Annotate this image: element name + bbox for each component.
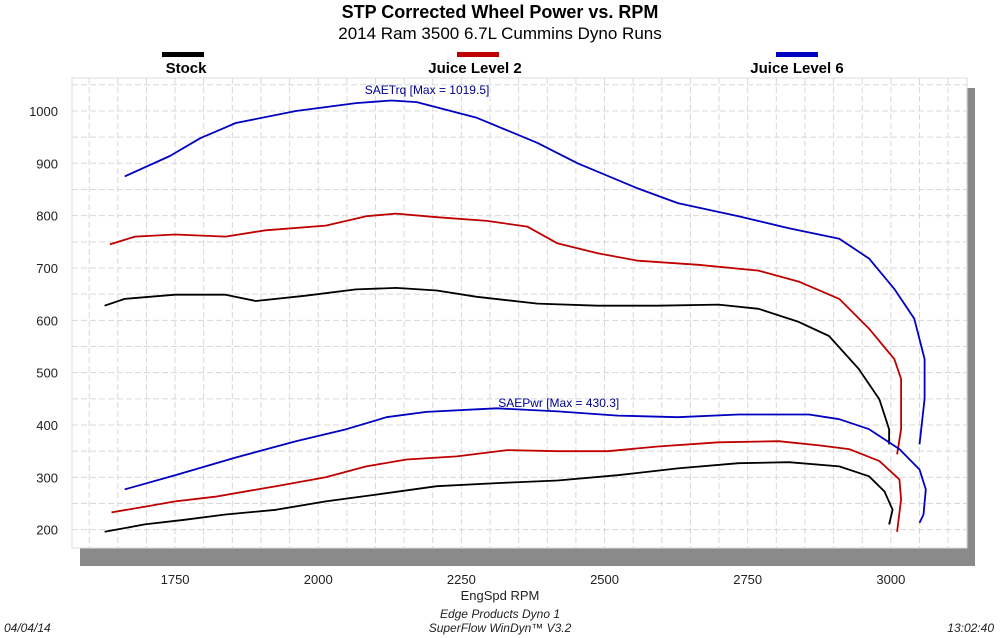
y-tick-label: 500 <box>36 366 58 381</box>
series-line-juice-level-2-saepwr <box>111 440 902 532</box>
y-tick-label: 200 <box>36 523 58 538</box>
x-tick-label: 3000 <box>876 572 905 587</box>
x-tick-label: 1750 <box>161 572 190 587</box>
footer-date: 04/04/14 <box>4 621 51 635</box>
y-tick-label: 600 <box>36 313 58 328</box>
series-line-stock-saepwr <box>104 461 894 533</box>
y-tick-label: 900 <box>36 156 58 171</box>
legend-swatch-juice-6 <box>776 52 818 57</box>
footer-dyno-name: Edge Products Dyno 1 <box>439 607 561 621</box>
x-tick-label: 2500 <box>590 572 619 587</box>
annotation-max: SAEPwr [Max = 430.3] <box>498 396 619 410</box>
y-tick-label: 400 <box>36 418 58 433</box>
footer-software: SuperFlow WinDyn™ V3.2 <box>428 621 572 635</box>
chart-subtitle: 2014 Ram 3500 6.7L Cummins Dyno Runs <box>338 24 662 43</box>
series-line-juice-level-6-saetrq <box>124 99 926 445</box>
y-tick-label: 800 <box>36 209 58 224</box>
plot-area <box>71 77 968 549</box>
series-line-juice-level-2-saetrq <box>109 212 902 455</box>
series-line-juice-level-6-saepwr <box>124 407 927 524</box>
legend-swatch-juice-2 <box>457 52 499 57</box>
y-tick-label: 700 <box>36 261 58 276</box>
x-axis-label: EngSpd RPM <box>461 588 540 603</box>
series-line-stock-saetrq <box>104 287 890 445</box>
x-tick-label: 2000 <box>304 572 333 587</box>
x-tick-label: 2750 <box>733 572 762 587</box>
legend-label-stock: Stock <box>165 60 207 77</box>
legend-label-juice-2: Juice Level 2 <box>428 60 522 77</box>
y-tick-label: 300 <box>36 470 58 485</box>
legend-swatch-stock <box>162 52 204 57</box>
x-tick-label: 2250 <box>447 572 476 587</box>
y-tick-label: 1000 <box>29 104 58 119</box>
annotation-max: SAETrq [Max = 1019.5] <box>365 83 490 97</box>
chart-title: STP Corrected Wheel Power vs. RPM <box>341 2 659 22</box>
footer-time: 13:02:40 <box>947 621 994 635</box>
legend-label-juice-6: Juice Level 6 <box>750 60 844 77</box>
